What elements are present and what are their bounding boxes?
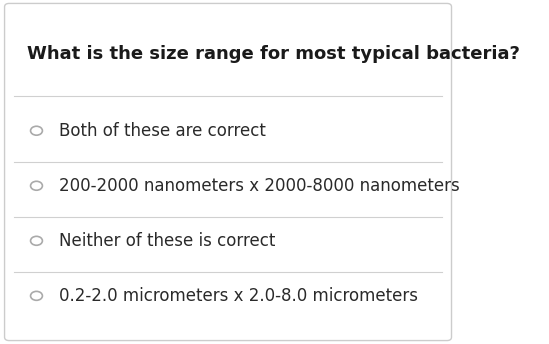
Text: Both of these are correct: Both of these are correct: [59, 122, 266, 140]
FancyBboxPatch shape: [4, 3, 451, 341]
Text: 0.2-2.0 micrometers x 2.0-8.0 micrometers: 0.2-2.0 micrometers x 2.0-8.0 micrometer…: [59, 287, 418, 305]
Text: 200-2000 nanometers x 2000-8000 nanometers: 200-2000 nanometers x 2000-8000 nanomete…: [59, 177, 460, 195]
Text: Neither of these is correct: Neither of these is correct: [59, 232, 276, 250]
Text: What is the size range for most typical bacteria?: What is the size range for most typical …: [27, 45, 520, 63]
